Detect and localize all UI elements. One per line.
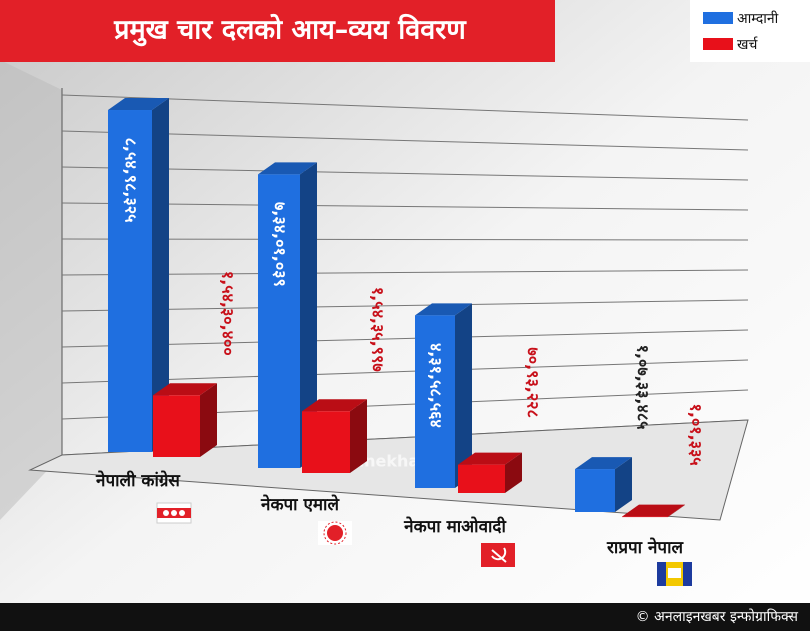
- left-wall: [0, 60, 62, 520]
- legend-swatch: [703, 12, 733, 24]
- credit: © अनलाइनखबर इन्फोग्राफिक्स: [636, 608, 799, 625]
- bar-front: [108, 110, 152, 452]
- chart-title: प्रमुख चार दलको आय–व्यय विवरण: [113, 14, 467, 47]
- bar: [153, 383, 217, 457]
- grid-line: [61, 269, 749, 276]
- bar-front: [415, 315, 455, 488]
- bar: [622, 504, 685, 518]
- bar: [302, 399, 367, 473]
- bar-front: [302, 411, 350, 473]
- value-label: १,०१,३३५: [687, 404, 706, 466]
- value-label: ७,३४,०१,०३९: [271, 202, 290, 287]
- grid-line: [61, 329, 749, 348]
- bar-top: [622, 504, 685, 517]
- bar-top: [458, 452, 522, 465]
- flag-icon: [156, 502, 192, 524]
- bar-front: [458, 464, 505, 493]
- bar-top: [258, 162, 317, 175]
- grid-line: [61, 299, 749, 312]
- x-tick-label: राप्रपा नेपाल: [606, 537, 685, 558]
- x-tick-label: नेपाली कांग्रेस: [95, 470, 181, 491]
- grid-line: [61, 238, 749, 241]
- grid-line: [61, 359, 749, 384]
- flag-icon: [318, 521, 352, 545]
- bar-front: [258, 174, 300, 468]
- bar-top: [415, 303, 472, 316]
- footer-band: [0, 603, 810, 631]
- bar: [575, 457, 632, 512]
- legend-swatch: [703, 38, 733, 50]
- bar: [458, 452, 522, 493]
- value-label: ८,५४,९८,३२५: [122, 138, 141, 223]
- bar-side: [615, 457, 632, 512]
- legend-label: आम्दानी: [737, 10, 779, 27]
- bar-top: [302, 399, 367, 412]
- bar-side: [668, 504, 685, 517]
- bar: [258, 162, 317, 468]
- title-band: [0, 0, 555, 62]
- legend-label: खर्च: [737, 36, 758, 53]
- bar-side: [300, 162, 317, 468]
- floor: [28, 419, 749, 521]
- bar-side: [455, 303, 472, 488]
- bar-front: [153, 395, 200, 457]
- bar-front: [575, 469, 615, 512]
- bar-side: [200, 383, 217, 457]
- bar: [415, 303, 472, 488]
- value-label: १,०७,३३,४८५: [634, 345, 653, 430]
- grid-line: [61, 166, 749, 181]
- bar-top: [575, 457, 632, 470]
- bar: [108, 98, 169, 452]
- grid-line: [61, 130, 749, 151]
- bar-top: [108, 98, 169, 111]
- bar-front: [622, 516, 668, 518]
- legend: [690, 0, 810, 62]
- value-label: ७०,९३,२२८: [524, 347, 543, 417]
- value-label: १,५४,३५,९९७: [369, 287, 388, 372]
- bar-top: [153, 383, 217, 396]
- grid-line: [61, 94, 749, 121]
- bar-side: [505, 452, 522, 493]
- x-tick-label: नेकपा माओवादी: [403, 516, 506, 537]
- value-label: १,५४,३०,४००: [219, 271, 238, 356]
- flag-icon: [481, 543, 515, 567]
- bar-side: [152, 98, 169, 452]
- flag-icon: [657, 562, 692, 586]
- bar-side: [350, 399, 367, 473]
- value-label: ४,३१,५८,५६४: [427, 343, 446, 428]
- x-tick-label: नेकपा एमाले: [260, 494, 340, 515]
- grid-line: [61, 202, 749, 211]
